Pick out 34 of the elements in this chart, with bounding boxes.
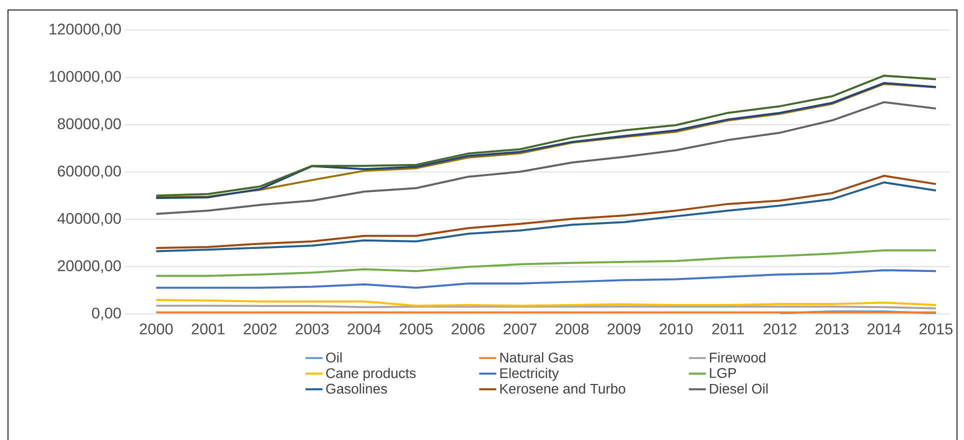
legend-label: Kerosene and Turbo bbox=[500, 383, 626, 394]
legend-label: Gasolines bbox=[326, 383, 388, 394]
y-tick-label: 80000,00 bbox=[58, 118, 121, 132]
x-tick-label: 2009 bbox=[608, 324, 641, 334]
x-tick-label: 2010 bbox=[660, 324, 693, 334]
y-tick-label: 120000,00 bbox=[50, 24, 121, 36]
legend-label: Oil bbox=[326, 352, 342, 363]
x-tick-label: 2005 bbox=[400, 324, 433, 334]
x-tick-label: 2007 bbox=[504, 324, 536, 334]
legend-label: LGP bbox=[710, 368, 736, 378]
x-tick-label: 2013 bbox=[816, 324, 848, 334]
y-tick-label: 100000,00 bbox=[50, 70, 121, 84]
x-tick-label: 2002 bbox=[244, 324, 277, 334]
x-tick-label: 2011 bbox=[712, 324, 744, 334]
x-tick-label: 2003 bbox=[296, 324, 329, 334]
legend-label: Cane products bbox=[326, 368, 416, 381]
x-tick-label: 2012 bbox=[764, 324, 796, 334]
y-tick-label: 40000,00 bbox=[57, 212, 121, 226]
x-tick-label: 2006 bbox=[452, 324, 485, 334]
x-tick-label: 2001 bbox=[192, 324, 225, 334]
x-tick-label: 2008 bbox=[556, 324, 589, 334]
x-tick-label: 2004 bbox=[348, 324, 381, 334]
legend-label: Diesel Oil bbox=[710, 383, 768, 394]
x-tick-label: 2015 bbox=[920, 324, 952, 334]
y-tick-label: 0,00 bbox=[92, 308, 121, 320]
y-tick-label: 60000,00 bbox=[58, 166, 121, 178]
legend-label: Natural Gas bbox=[500, 352, 574, 363]
line-series bbox=[155, 101, 937, 215]
legend-label: Firewood bbox=[710, 352, 766, 363]
x-tick-label: 2014 bbox=[868, 324, 901, 334]
y-tick-label: 20000,00 bbox=[58, 260, 121, 274]
legend-label: Electricity bbox=[500, 368, 559, 381]
x-tick-label: 2000 bbox=[140, 324, 173, 334]
line-series bbox=[155, 249, 937, 277]
